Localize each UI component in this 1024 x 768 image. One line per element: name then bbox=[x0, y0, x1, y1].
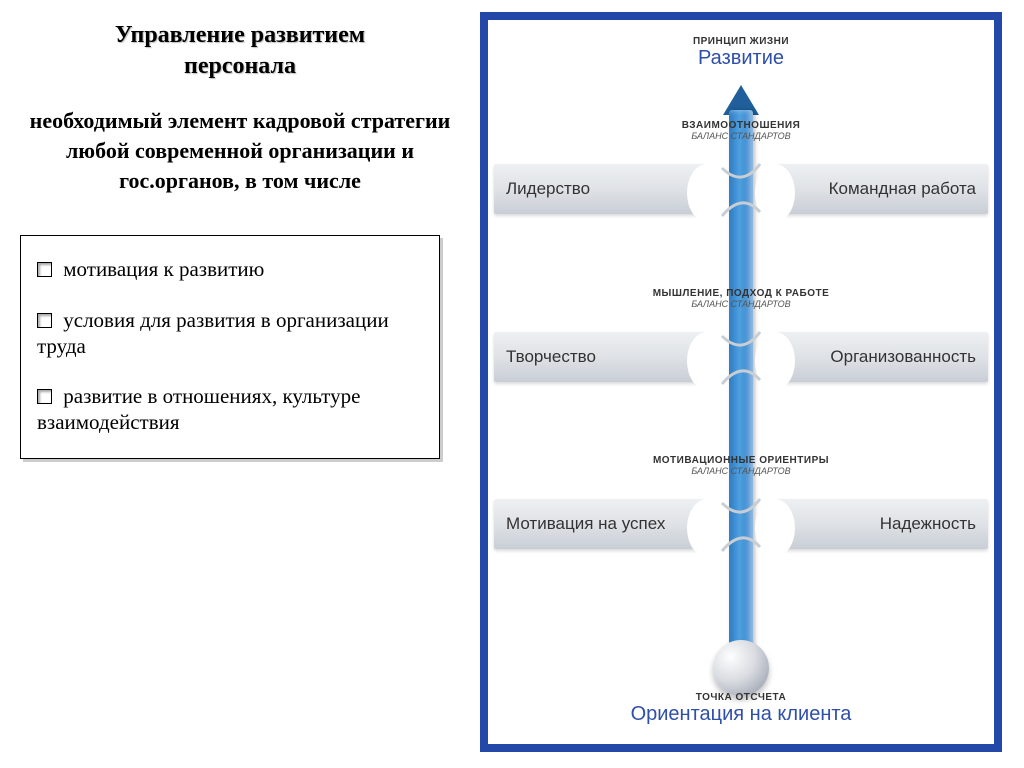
bottom-big-label: Ориентация на клиента bbox=[488, 703, 994, 726]
top-big-label: Развитие bbox=[488, 47, 994, 70]
diagram-frame: ПРИНЦИП ЖИЗНИ Развитие ВЗАИМООТНОШЕНИЯ Б… bbox=[480, 12, 1002, 752]
pill-left: Мотивация на успех bbox=[494, 499, 709, 549]
section-header: ВЗАИМООТНОШЕНИЯ БАЛАНС СТАНДАРТОВ bbox=[488, 120, 994, 141]
base-sphere-icon bbox=[713, 640, 769, 696]
page-title: Управление развитием персонала bbox=[20, 20, 460, 82]
section-header: МЫШЛЕНИЕ, ПОДХОД К РАБОТЕ БАЛАНС СТАНДАР… bbox=[488, 288, 994, 309]
pill-right: Надежность bbox=[773, 499, 988, 549]
section-small-label: ВЗАИМООТНОШЕНИЯ bbox=[488, 120, 994, 131]
section-small-label: МЫШЛЕНИЕ, ПОДХОД К РАБОТЕ bbox=[488, 288, 994, 299]
pair-row: Лидерство Командная работа bbox=[488, 160, 994, 220]
pill-right: Организованность bbox=[773, 332, 988, 382]
top-small-label: ПРИНЦИП ЖИЗНИ bbox=[488, 36, 994, 47]
section-italic-label: БАЛАНС СТАНДАРТОВ bbox=[488, 131, 994, 141]
square-bullet-icon bbox=[37, 262, 52, 277]
bottom-small-label: ТОЧКА ОТСЧЕТА bbox=[488, 692, 994, 703]
page-subtitle: необходимый элемент кадровой стратегии л… bbox=[20, 106, 460, 195]
pair-row: Творчество Организованность bbox=[488, 328, 994, 388]
section-italic-label: БАЛАНС СТАНДАРТОВ bbox=[488, 466, 994, 476]
pill-left: Лидерство bbox=[494, 164, 709, 214]
section-italic-label: БАЛАНС СТАНДАРТОВ bbox=[488, 299, 994, 309]
list-item: мотивация к развитию bbox=[37, 256, 423, 282]
list-item: развитие в отношениях, культуре взаимоде… bbox=[37, 383, 423, 436]
top-header: ПРИНЦИП ЖИЗНИ Развитие bbox=[488, 36, 994, 70]
pair-row: Мотивация на успех Надежность bbox=[488, 495, 994, 555]
section-header: МОТИВАЦИОННЫЕ ОРИЕНТИРЫ БАЛАНС СТАНДАРТО… bbox=[488, 455, 994, 476]
list-item: условия для развития в организации труда bbox=[37, 307, 423, 360]
bottom-header: ТОЧКА ОТСЧЕТА Ориентация на клиента bbox=[488, 692, 994, 726]
pill-left: Творчество bbox=[494, 332, 709, 382]
square-bullet-icon bbox=[37, 389, 52, 404]
pill-right: Командная работа bbox=[773, 164, 988, 214]
square-bullet-icon bbox=[37, 313, 52, 328]
bullet-box: мотивация к развитию условия для развити… bbox=[20, 235, 440, 458]
section-small-label: МОТИВАЦИОННЫЕ ОРИЕНТИРЫ bbox=[488, 455, 994, 466]
